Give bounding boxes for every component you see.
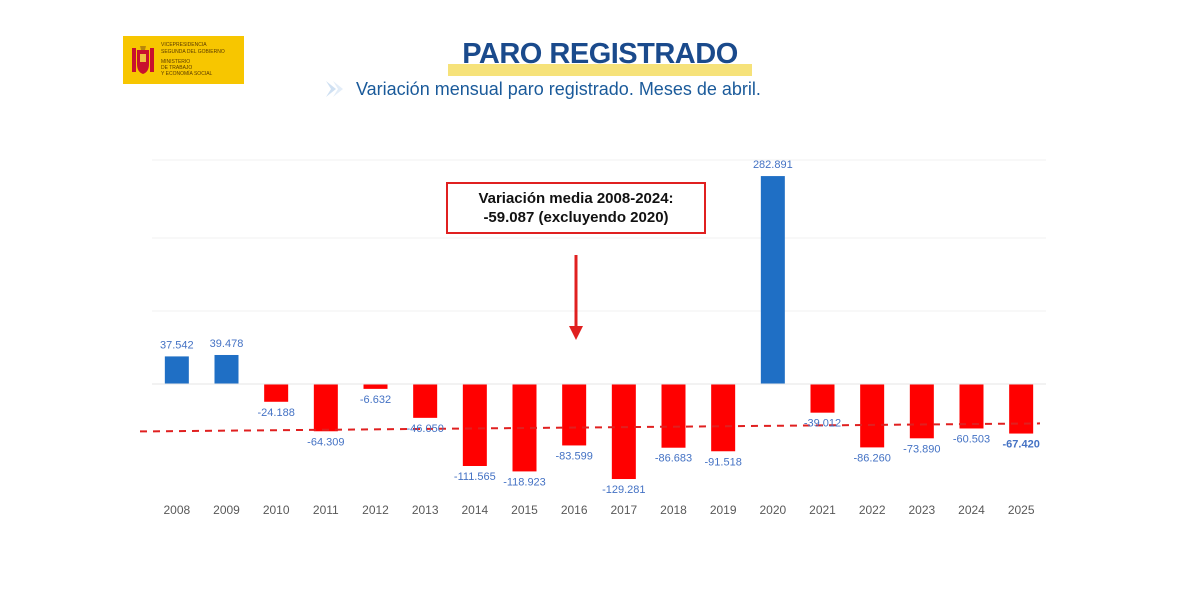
data-label: -73.890: [903, 443, 940, 455]
ministry-logo: VICEPRESIDENCIA SEGUNDA DEL GOBIERNO MIN…: [123, 36, 244, 84]
x-tick-label: 2012: [362, 503, 389, 517]
x-tick-label: 2019: [710, 503, 737, 517]
data-label: -86.683: [655, 453, 692, 465]
data-label: 39.478: [210, 338, 244, 350]
chevron-right-icon: [326, 81, 343, 97]
bar: [164, 356, 189, 384]
bar: [760, 176, 785, 384]
x-axis-tick-labels: 2008 2009 2010 2011 2012 2013 2014 2015 2016 2017…: [163, 503, 1034, 517]
bar: [462, 384, 487, 467]
x-tick-label: 2016: [561, 503, 588, 517]
bar: [909, 384, 934, 439]
bar: [661, 384, 686, 448]
data-label: -129.281: [602, 484, 645, 496]
x-tick-label: 2018: [660, 503, 687, 517]
bar: [313, 384, 338, 432]
data-label: -6.632: [360, 394, 391, 406]
x-tick-label: 2010: [263, 503, 290, 517]
x-tick-label: 2009: [213, 503, 240, 517]
data-labels: 37.542 39.478 -24.188 -64.309 -6.632 -46.050 -…: [160, 159, 1040, 496]
data-label: -111.565: [454, 471, 496, 483]
x-tick-label: 2013: [412, 503, 439, 517]
bar: [562, 384, 587, 446]
annotation-line2: -59.087 (excluyendo 2020): [483, 209, 669, 226]
gridlines: [152, 159, 1046, 312]
data-label: 37.542: [160, 339, 194, 351]
x-tick-label: 2014: [461, 503, 488, 517]
bar: [810, 384, 835, 413]
logo-text-line: VICEPRESIDENCIA: [161, 42, 207, 49]
page-title: PARO REGISTRADO: [462, 38, 738, 70]
bar: [1009, 384, 1034, 434]
x-tick-label: 2008: [163, 503, 190, 517]
data-label: -64.309: [307, 436, 344, 448]
x-tick-label: 2011: [313, 503, 339, 517]
logo-text-line: SEGUNDA DEL GOBIERNO: [161, 48, 225, 55]
bar-series: [164, 176, 1034, 480]
data-label: -86.260: [854, 452, 891, 464]
arrow-down-icon: [569, 255, 583, 340]
data-label: -67.420: [1003, 439, 1040, 451]
bar: [264, 384, 289, 402]
annotation-line1: Variación media 2008-2024:: [478, 190, 674, 207]
x-tick-label: 2025: [1008, 503, 1035, 517]
bar: [214, 354, 239, 384]
x-tick-label: 2015: [511, 503, 538, 517]
logo-text-line: DE TRABAJO: [161, 65, 193, 72]
data-label: -60.503: [953, 433, 990, 445]
bar: [363, 384, 388, 389]
data-label: -91.518: [705, 456, 742, 468]
average-annotation-box: Variación media 2008-2024: -59.087 (excl…: [446, 182, 706, 234]
x-tick-label: 2022: [859, 503, 886, 517]
bar: [711, 384, 736, 452]
title-highlight: [448, 64, 752, 76]
subtitle-block: Variación mensual paro registrado. Meses…: [324, 78, 761, 100]
data-label: -83.599: [556, 450, 593, 462]
x-tick-label: 2021: [809, 503, 836, 517]
coat-of-arms-icon: [132, 46, 154, 74]
data-label: -118.923: [503, 476, 546, 488]
title-block: PARO REGISTRADO: [448, 38, 752, 76]
data-label: 282.891: [753, 159, 793, 171]
bar: [413, 384, 438, 418]
x-tick-label: 2024: [958, 503, 985, 517]
logo-text-line: Y ECONOMÍA SOCIAL: [161, 71, 213, 78]
data-label: -24.188: [258, 407, 295, 419]
bar: [860, 384, 885, 448]
average-line: [139, 422, 1041, 433]
x-tick-label: 2017: [610, 503, 637, 517]
x-tick-label: 2023: [908, 503, 935, 517]
data-label: -39.012: [804, 418, 841, 430]
data-label: -46.050: [407, 423, 444, 435]
x-tick-label: 2020: [759, 503, 786, 517]
bar: [611, 384, 636, 480]
logo-text-line: MINISTERIO: [161, 58, 191, 65]
page-subtitle: Variación mensual paro registrado. Meses…: [356, 78, 761, 99]
bar: [959, 384, 984, 429]
